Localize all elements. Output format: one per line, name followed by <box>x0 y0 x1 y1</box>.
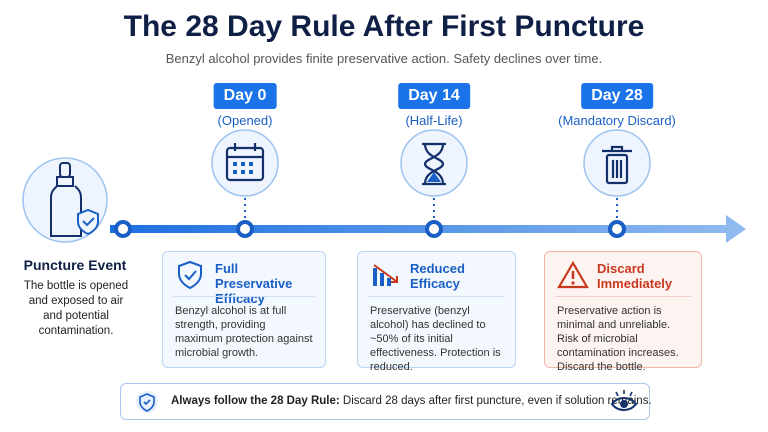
day-badge: Day 28 <box>581 83 653 109</box>
card: Discard Immediately Preservative action … <box>544 251 702 373</box>
start-title: Puncture Event <box>23 257 127 273</box>
footer-box: Always follow the 28 Day Rule: Discard 2… <box>120 383 652 420</box>
footer-text: Always follow the 28 Day Rule: Discard 2… <box>171 395 652 407</box>
card-title: Discard Immediately <box>597 261 673 291</box>
card-text: Benzyl alcohol is at full strength, prov… <box>175 305 313 359</box>
hourglass-icon <box>422 142 446 186</box>
day-label: (Mandatory Discard) <box>558 113 676 128</box>
footer-shield <box>136 391 158 413</box>
warning-icon <box>557 260 589 289</box>
eye-icon <box>610 390 638 411</box>
footer-body: Discard 28 days after first puncture, ev… <box>342 395 652 407</box>
shield-icon <box>178 260 202 290</box>
bin-icon <box>602 145 632 185</box>
card-title: Full Preservative Efficacy <box>215 261 293 306</box>
connectors <box>244 198 618 220</box>
timeline <box>110 225 730 233</box>
title: The 28 Day Rule After First Puncture <box>123 10 645 43</box>
card: Reduced Efficacy Preservative (benzyl al… <box>357 251 516 373</box>
timeline-nodes <box>114 220 626 238</box>
day-label: (Half-Life) <box>405 113 463 128</box>
day-badge: Day 14 <box>398 83 470 109</box>
calendar-icon <box>225 143 265 182</box>
card-text: Preservative (benzyl alcohol) has declin… <box>370 305 501 373</box>
subtitle: Benzyl alcohol provides finite preservat… <box>165 51 603 66</box>
start-text: The bottle is opened and exposed to air … <box>23 280 129 337</box>
day-label: (Opened) <box>217 113 273 128</box>
footer-lead: Always follow the 28 Day Rule: <box>171 395 340 407</box>
bottle-icon <box>50 162 99 237</box>
card-title: Reduced Efficacy <box>410 261 465 291</box>
card: Full Preservative Efficacy Benzyl alcoho… <box>162 251 326 368</box>
chart-icon <box>373 264 398 286</box>
timeline-arrow <box>726 215 746 243</box>
calendar-dots <box>233 162 253 174</box>
day-badge: Day 0 <box>213 83 277 109</box>
card-text: Preservative action is minimal and unrel… <box>557 305 679 373</box>
